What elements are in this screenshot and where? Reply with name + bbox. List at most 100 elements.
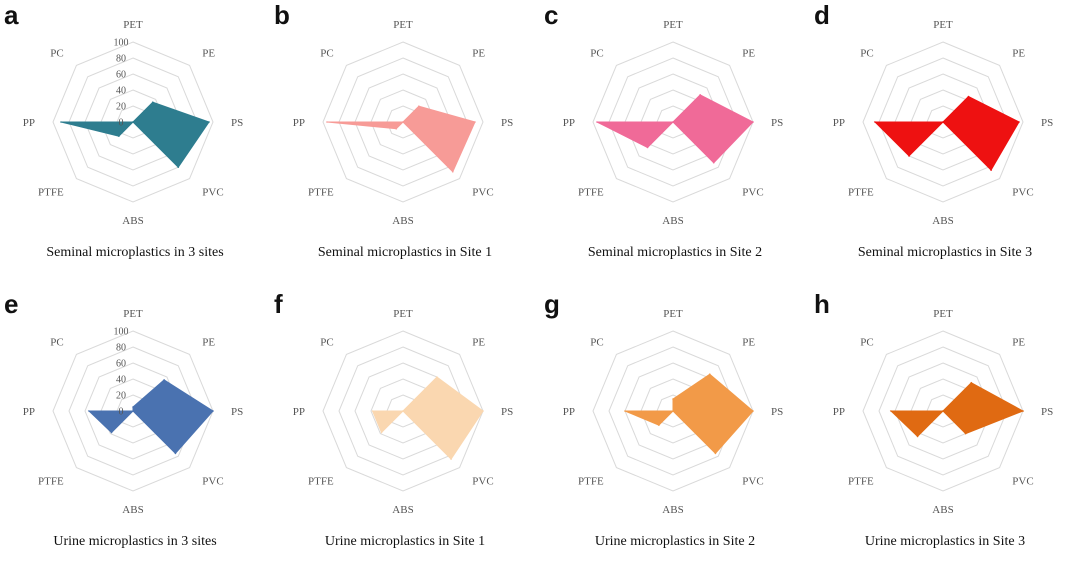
grid-ring-60 [354, 73, 452, 171]
chart-caption: Urine microplastics in 3 sites [53, 534, 217, 549]
axis-label-PC: PC [860, 48, 873, 60]
data-point-PE [418, 105, 420, 107]
data-point-PTFE [118, 135, 120, 137]
radar-panel-c: PET PE PS PVC ABS PTFE PP PC c Seminal microplast… [540, 0, 810, 289]
radar-svg: 0 20 40 60 80 100 PET PE PS PVC ABS PTFE PP PC [23, 308, 244, 516]
data-point-PC [132, 121, 134, 123]
axis-label-PET: PET [123, 308, 143, 320]
axis-label-PET: PET [663, 19, 683, 31]
data-point-PS [474, 121, 476, 123]
axis-label-PP: PP [293, 117, 305, 129]
radar-svg: 0 20 40 60 80 100 PET PE PS PVC ABS PTFE PP PC [23, 19, 244, 227]
data-point-PTFE [395, 127, 398, 130]
data-point-PP [874, 121, 876, 123]
grid-ring-100 [52, 330, 214, 492]
panel-letter: c [544, 0, 559, 30]
data-point-PC [132, 410, 134, 412]
axis-label-PS: PS [1041, 117, 1053, 129]
axis-label-PP: PP [293, 406, 305, 418]
grid-ring-100 [592, 330, 754, 492]
data-point-PE [436, 376, 438, 378]
panel-letter: f [274, 289, 283, 319]
axis-label-ABS: ABS [122, 215, 143, 227]
tick-label: 0 [119, 407, 124, 418]
radar-panel-b: PET PE PS PVC ABS PTFE PP PC b Seminal microplast… [270, 0, 540, 289]
data-point-PS [752, 121, 754, 123]
data-point-PVC [450, 458, 452, 460]
grid-ring-60 [624, 73, 722, 171]
axis-label-PET: PET [663, 308, 683, 320]
chart-caption: Urine microplastics in Site 3 [864, 534, 1026, 549]
data-point-PC [942, 121, 944, 123]
data-point-PVC [451, 170, 454, 173]
radar-svg: PET PE PS PVC ABS PTFE PP PC [563, 308, 784, 516]
axis-label-PE: PE [1012, 337, 1025, 349]
data-point-PTFE [658, 424, 660, 426]
data-point-PTFE [908, 155, 910, 157]
tick-label: 100 [114, 38, 129, 49]
data-point-PP [371, 410, 374, 412]
data-point-PS [1018, 121, 1020, 123]
tick-label: 60 [116, 359, 126, 370]
axis-label-PE: PE [742, 48, 755, 60]
data-point-PP [890, 410, 892, 412]
grid-ring-100 [322, 330, 484, 492]
axis-label-PC: PC [590, 48, 603, 60]
axis-label-PP: PP [563, 117, 575, 129]
data-point-PS [208, 121, 210, 123]
axis-label-PVC: PVC [202, 186, 223, 198]
grid-ring-80 [68, 346, 198, 476]
axis-label-PE: PE [742, 337, 755, 349]
axis-label-ABS: ABS [122, 504, 143, 516]
data-point-PE [151, 101, 154, 104]
tick-label: 80 [116, 54, 126, 65]
data-area [889, 382, 1025, 438]
radar-panel-e: 0 20 40 60 80 100 PET PE PS PVC ABS PTFE PP PC e Urine … [0, 289, 270, 578]
axis-label-PET: PET [123, 19, 143, 31]
chart-caption: Seminal microplastics in 3 sites [46, 245, 224, 260]
radar-svg: PET PE PS PVC ABS PTFE PP PC [293, 19, 514, 227]
axis-label-PP: PP [563, 406, 575, 418]
axis-label-PS: PS [501, 117, 513, 129]
axis-label-PS: PS [771, 406, 783, 418]
panel-letter: d [814, 0, 830, 30]
panel-letter: h [814, 289, 830, 319]
axis-label-PP: PP [23, 406, 35, 418]
data-point-PE [708, 373, 711, 376]
grid-ring-80 [338, 57, 468, 187]
grid-ring-100 [862, 41, 1024, 203]
axis-label-PET: PET [393, 19, 413, 31]
axis-label-PVC: PVC [202, 475, 223, 487]
data-point-PTFE [916, 435, 919, 438]
radar-panel-g: PET PE PS PVC ABS PTFE PP PC g Urine microplastic… [540, 289, 810, 578]
axis-label-PET: PET [393, 308, 413, 320]
data-point-PVC [174, 452, 177, 455]
data-point-PTFE [110, 431, 113, 434]
axis-label-PC: PC [50, 48, 63, 60]
data-point-PS [752, 410, 754, 412]
axis-label-PS: PS [231, 406, 243, 418]
radar-panel-f: PET PE PS PVC ABS PTFE PP PC f Urine microplastic… [270, 289, 540, 578]
data-point-PS [212, 410, 214, 412]
axis-label-ABS: ABS [392, 504, 413, 516]
data-point-PE [699, 94, 701, 96]
axis-label-PP: PP [833, 117, 845, 129]
grid-ring-80 [878, 57, 1008, 187]
axis-label-PTFE: PTFE [848, 186, 874, 198]
axis-label-ABS: ABS [662, 504, 683, 516]
data-point-PC [402, 410, 404, 412]
axis-label-PC: PC [50, 337, 63, 349]
axis-label-PTFE: PTFE [308, 186, 334, 198]
data-area [371, 376, 484, 460]
data-point-PC [942, 410, 944, 412]
data-point-PP [624, 410, 626, 412]
chart-caption: Seminal microplastics in Site 2 [587, 245, 763, 260]
axis-label-PP: PP [23, 117, 35, 129]
axis-label-ABS: ABS [662, 215, 683, 227]
data-point-PC [402, 121, 404, 123]
axis-label-PC: PC [590, 337, 603, 349]
axis-label-PC: PC [320, 337, 333, 349]
data-point-PP [88, 410, 90, 412]
axis-label-PE: PE [1012, 48, 1025, 60]
tick-label: 40 [116, 86, 126, 97]
